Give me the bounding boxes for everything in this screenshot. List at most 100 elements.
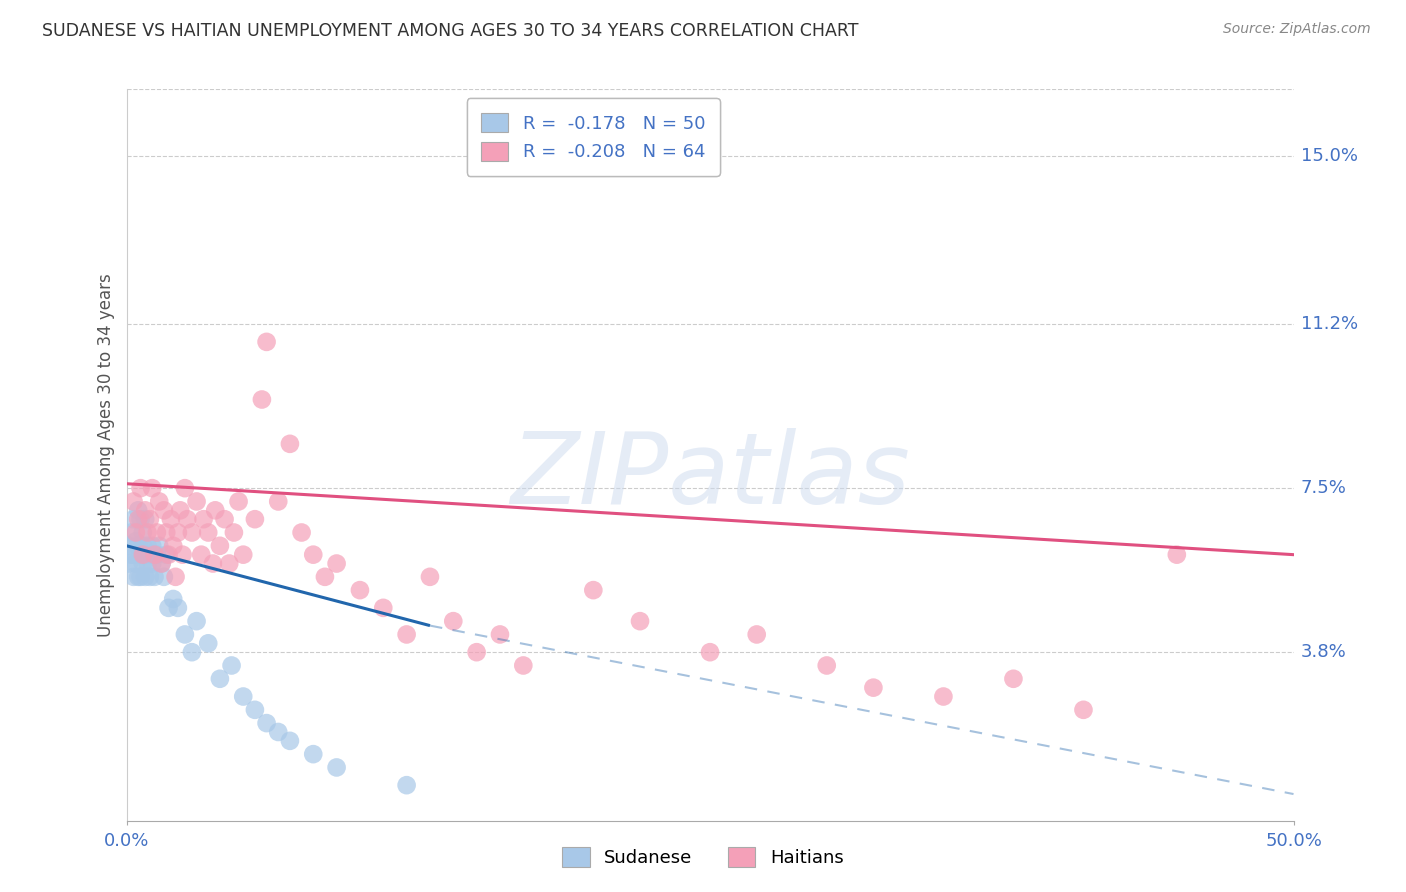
Point — [169, 503, 191, 517]
Point — [278, 437, 301, 451]
Point — [125, 525, 148, 540]
Point — [127, 539, 149, 553]
Point — [267, 494, 290, 508]
Point — [186, 614, 208, 628]
Point — [186, 494, 208, 508]
Point — [127, 570, 149, 584]
Point — [146, 548, 169, 562]
Text: 7.5%: 7.5% — [1301, 479, 1347, 497]
Point — [208, 672, 231, 686]
Point — [127, 503, 149, 517]
Text: 3.8%: 3.8% — [1301, 643, 1347, 661]
Point — [208, 539, 231, 553]
Point — [134, 512, 156, 526]
Point — [180, 645, 202, 659]
Point — [122, 570, 145, 584]
Point — [160, 512, 183, 526]
Point — [250, 392, 273, 407]
Point — [141, 557, 163, 571]
Point — [125, 557, 148, 571]
Point — [162, 539, 184, 553]
Point — [174, 627, 197, 641]
Point — [157, 600, 180, 615]
Point — [139, 548, 162, 562]
Point — [176, 512, 198, 526]
Point — [349, 583, 371, 598]
Point — [197, 636, 219, 650]
Text: SUDANESE VS HAITIAN UNEMPLOYMENT AMONG AGES 30 TO 34 YEARS CORRELATION CHART: SUDANESE VS HAITIAN UNEMPLOYMENT AMONG A… — [42, 22, 859, 40]
Point — [628, 614, 651, 628]
Text: 11.2%: 11.2% — [1301, 315, 1358, 333]
Point — [214, 512, 236, 526]
Point — [221, 658, 243, 673]
Text: Source: ZipAtlas.com: Source: ZipAtlas.com — [1223, 22, 1371, 37]
Point — [129, 512, 152, 526]
Point — [1002, 672, 1025, 686]
Point — [325, 760, 347, 774]
Point — [157, 548, 180, 562]
Point — [153, 570, 176, 584]
Y-axis label: Unemployment Among Ages 30 to 34 years: Unemployment Among Ages 30 to 34 years — [97, 273, 115, 637]
Point — [243, 512, 266, 526]
Point — [228, 494, 250, 508]
Point — [129, 548, 152, 562]
Point — [278, 734, 301, 748]
Point — [180, 525, 202, 540]
Point — [118, 557, 141, 571]
Point — [699, 645, 721, 659]
Point — [122, 548, 145, 562]
Point — [125, 534, 148, 549]
Point — [256, 334, 278, 349]
Point — [162, 592, 184, 607]
Point — [141, 481, 163, 495]
Point — [146, 525, 169, 540]
Point — [302, 548, 325, 562]
Point — [148, 494, 170, 508]
Point — [815, 658, 838, 673]
Point — [132, 548, 155, 562]
Point — [136, 557, 159, 571]
Point — [167, 600, 190, 615]
Point — [134, 570, 156, 584]
Point — [302, 747, 325, 761]
Point — [134, 503, 156, 517]
Point — [129, 481, 152, 495]
Point — [143, 570, 166, 584]
Point — [201, 557, 224, 571]
Legend: Sudanese, Haitians: Sudanese, Haitians — [555, 839, 851, 874]
Point — [167, 525, 190, 540]
Point — [134, 548, 156, 562]
Point — [489, 627, 512, 641]
Point — [1073, 703, 1095, 717]
Point — [197, 525, 219, 540]
Point — [129, 570, 152, 584]
Point — [395, 627, 418, 641]
Point — [174, 481, 197, 495]
Text: ZIPatlas: ZIPatlas — [510, 428, 910, 525]
Point — [256, 716, 278, 731]
Point — [1166, 548, 1188, 562]
Point — [932, 690, 955, 704]
Point — [204, 503, 226, 517]
Point — [193, 512, 215, 526]
Point — [465, 645, 488, 659]
Point — [139, 512, 162, 526]
Point — [153, 503, 176, 517]
Point — [127, 512, 149, 526]
Point — [512, 658, 534, 673]
Point — [132, 539, 155, 553]
Point — [190, 548, 212, 562]
Point — [155, 525, 177, 540]
Point — [141, 539, 163, 553]
Point — [136, 525, 159, 540]
Point — [314, 570, 336, 584]
Point — [132, 557, 155, 571]
Point — [218, 557, 240, 571]
Point — [150, 557, 173, 571]
Point — [136, 539, 159, 553]
Point — [120, 548, 142, 562]
Point — [222, 525, 245, 540]
Point — [290, 525, 312, 540]
Point — [243, 703, 266, 717]
Point — [373, 600, 395, 615]
